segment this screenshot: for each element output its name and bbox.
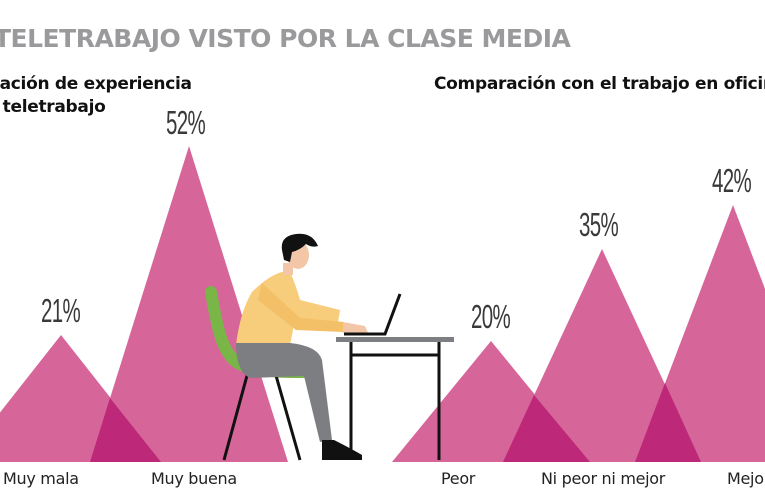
category-label-peor: Peor: [441, 469, 476, 488]
value-label-ni-peor-ni-mejor: 35%: [579, 206, 619, 243]
overlap-right-2: [635, 383, 701, 462]
desk-top: [336, 337, 454, 342]
triangle-muy-buena: [90, 146, 288, 462]
left-chart-subtitle: Evaluación de experiencia en teletrabajo: [0, 73, 192, 119]
left-chart: [0, 146, 288, 462]
desk-legs: [349, 342, 441, 460]
category-label-muy-buena: Muy buena: [151, 469, 237, 488]
triangle-ni-peor-ni-mejor: [503, 249, 701, 462]
value-label-muy-buena: 52%: [166, 104, 206, 141]
category-label-ni-peor-ni-mejor: Ni peor ni mejor: [541, 469, 666, 488]
overlap-left: [90, 398, 161, 462]
neck: [283, 263, 293, 275]
person-at-laptop-illustration: [205, 233, 454, 461]
laptop-icon: [344, 293, 402, 336]
value-label-muy-mala: 21%: [41, 292, 81, 329]
left-subtitle-line2: en teletrabajo: [0, 97, 106, 117]
value-label-mejor: 42%: [712, 162, 752, 199]
right-chart: [392, 205, 765, 462]
overlap-right-1: [503, 395, 590, 462]
infographic-title: TELETRABAJO VISTO POR LA CLASE MEDIA: [0, 24, 571, 53]
value-label-peor: 20%: [471, 298, 511, 335]
right-chart-subtitle: Comparación con el trabajo en oficina: [434, 74, 765, 94]
shoe: [322, 440, 362, 460]
category-label-muy-mala: Muy mala: [3, 469, 79, 488]
hair: [281, 233, 318, 262]
pants: [236, 343, 332, 442]
arm: [258, 283, 344, 332]
left-subtitle-line1: Evaluación de experiencia: [0, 74, 192, 94]
hand: [343, 322, 368, 333]
category-label-mejor: Mejor: [727, 469, 765, 488]
